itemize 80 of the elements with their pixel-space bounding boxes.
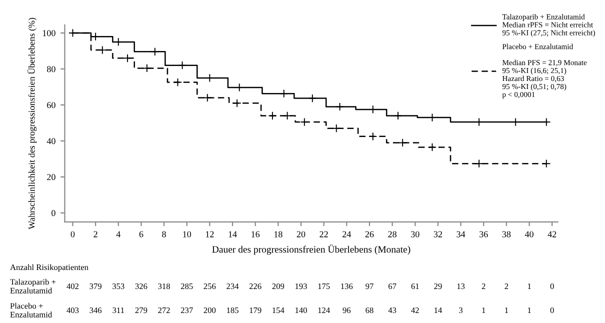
text: 0 xyxy=(550,307,554,314)
x-axis-title: Dauer des progressionsfreien Überlebens (Monate) xyxy=(212,244,410,255)
y-tick-label: 60 xyxy=(47,102,56,108)
text: 124 xyxy=(318,307,330,314)
point xyxy=(268,111,277,120)
x-tick-label: 20 xyxy=(296,231,306,238)
x-tick-label: 14 xyxy=(228,231,237,238)
text: 1 xyxy=(528,284,531,290)
point xyxy=(283,111,292,120)
y-tick-label: 100 xyxy=(42,30,56,36)
text: 154 xyxy=(272,308,284,314)
text: 3 xyxy=(459,307,463,314)
x-tick-label: 30 xyxy=(411,231,420,238)
x-tick-label: 24 xyxy=(342,231,352,238)
x-tick-label: 28 xyxy=(388,231,396,238)
x-tick-label: 16 xyxy=(252,231,260,238)
text: 402 xyxy=(66,283,79,290)
x-tick-label: 8 xyxy=(162,231,166,238)
text: Anzahl Risikopatienten xyxy=(10,264,88,272)
text: 279 xyxy=(135,307,148,314)
x-tick-label: 34 xyxy=(456,231,466,238)
text: 346 xyxy=(90,307,102,314)
x-tick-label: 26 xyxy=(365,231,374,238)
text: 379 xyxy=(90,283,102,290)
text: 209 xyxy=(272,283,284,290)
text: Placebo + Enzalutamid xyxy=(10,302,52,318)
text: 318 xyxy=(158,283,170,290)
text: 272 xyxy=(158,307,170,314)
text: 185 xyxy=(227,307,238,314)
text: 403 xyxy=(66,307,79,314)
y-tick-label: 20 xyxy=(47,174,56,180)
text: 13 xyxy=(457,283,465,290)
x-tick-label: 32 xyxy=(434,231,442,238)
text: 140 xyxy=(295,307,307,314)
text: 285 xyxy=(180,283,193,290)
text: 311 xyxy=(112,307,124,314)
x-tick-label: 4 xyxy=(116,231,120,238)
text: 29 xyxy=(434,283,442,290)
y-axis-title: Wahrscheinlichkeit des progressionsfreien Überlebens (%) xyxy=(27,18,37,230)
text: 1 xyxy=(482,308,486,314)
text: 136 xyxy=(341,283,353,290)
text: 14 xyxy=(434,308,442,314)
text: 0 xyxy=(550,283,554,290)
text: 97 xyxy=(366,283,374,290)
y-tick-label: 40 xyxy=(46,138,56,144)
text: 67 xyxy=(388,283,396,290)
x-tick-label: 22 xyxy=(320,231,328,238)
text: 353 xyxy=(112,283,124,290)
x-tick-label: 2 xyxy=(94,231,98,238)
text: 175 xyxy=(318,284,330,290)
y-tick-label: 0 xyxy=(52,210,56,216)
text: 326 xyxy=(135,283,148,290)
x-tick-label: 18 xyxy=(274,231,282,238)
text: 200 xyxy=(204,307,216,314)
x-tick-label: 0 xyxy=(70,231,75,238)
text: 256 xyxy=(204,283,216,290)
x-tick-label: 38 xyxy=(502,231,511,238)
text: 68 xyxy=(366,307,374,314)
x-tick-label: 42 xyxy=(548,231,556,238)
y-tick-label: 80 xyxy=(47,66,56,72)
text: Talazoparib + Enzalutamid xyxy=(10,278,56,294)
text: 2 xyxy=(504,283,508,290)
point xyxy=(368,132,378,141)
x-tick-label: 40 xyxy=(524,231,534,238)
text: 43 xyxy=(388,307,396,314)
text: 96 xyxy=(342,307,351,314)
x-tick-label: 12 xyxy=(206,231,214,238)
text: 226 xyxy=(249,283,262,290)
text: 193 xyxy=(295,283,307,290)
text: 234 xyxy=(226,283,239,290)
text: 237 xyxy=(180,307,193,314)
text: 2 xyxy=(482,283,486,290)
text: 179 xyxy=(250,307,262,314)
x-tick-label: 6 xyxy=(139,231,144,238)
text: 1 xyxy=(528,308,531,314)
text: 1 xyxy=(505,308,508,314)
text: 61 xyxy=(411,283,419,290)
text: 42 xyxy=(411,307,419,314)
x-tick-label: 10 xyxy=(183,231,192,238)
x-tick-label: 36 xyxy=(480,231,488,238)
